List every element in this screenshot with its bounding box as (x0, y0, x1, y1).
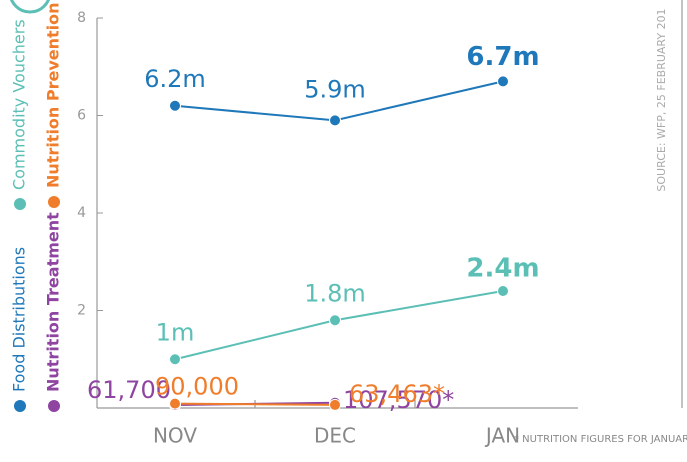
y-tick-label: 4 (77, 205, 86, 221)
series-line (174, 402, 336, 406)
y-tick-label: 6 (77, 108, 86, 124)
data-label: 5.9m (304, 75, 366, 103)
legend-swatch (48, 196, 60, 208)
legend-label: Nutrition Treatment (44, 212, 63, 392)
data-label: 63,463* (349, 380, 445, 408)
legend-label: Commodity Vouchers (10, 19, 29, 190)
data-label: 1.8m (304, 279, 366, 307)
point (169, 353, 181, 366)
data-label: 61,700 (87, 376, 171, 404)
data-label: 1m (156, 318, 195, 346)
point (169, 99, 181, 112)
annotation: * NUTRITION FIGURES FOR JANUARY NOT YET … (514, 434, 687, 445)
y-tick-label: 8 (77, 10, 86, 26)
legend-swatch (48, 400, 60, 412)
y-tick-label: 2 (77, 303, 86, 319)
data-label: 6.2m (144, 65, 206, 93)
point (329, 314, 341, 327)
legend-label: Food Distributions (10, 247, 29, 392)
icon (10, 0, 50, 14)
data-label: 2.4m (466, 254, 539, 284)
point (329, 114, 341, 127)
x-tick-label: JAN (484, 424, 520, 448)
data-label: 6.7m (466, 42, 539, 72)
legend-swatch (14, 198, 26, 210)
point (497, 75, 509, 88)
x-tick-label: DEC (314, 424, 356, 448)
source: SOURCE: WFP, 25 FEBRUARY 201 (655, 8, 668, 191)
legend-swatch (14, 400, 26, 412)
data-label: 90,000 (155, 373, 239, 401)
point (497, 285, 509, 297)
x-tick-label: NOV (153, 424, 197, 448)
point (169, 397, 181, 410)
point (329, 398, 341, 411)
data-label: 107,570* (343, 386, 454, 414)
legend-label: Nutrition Prevention (44, 2, 63, 188)
